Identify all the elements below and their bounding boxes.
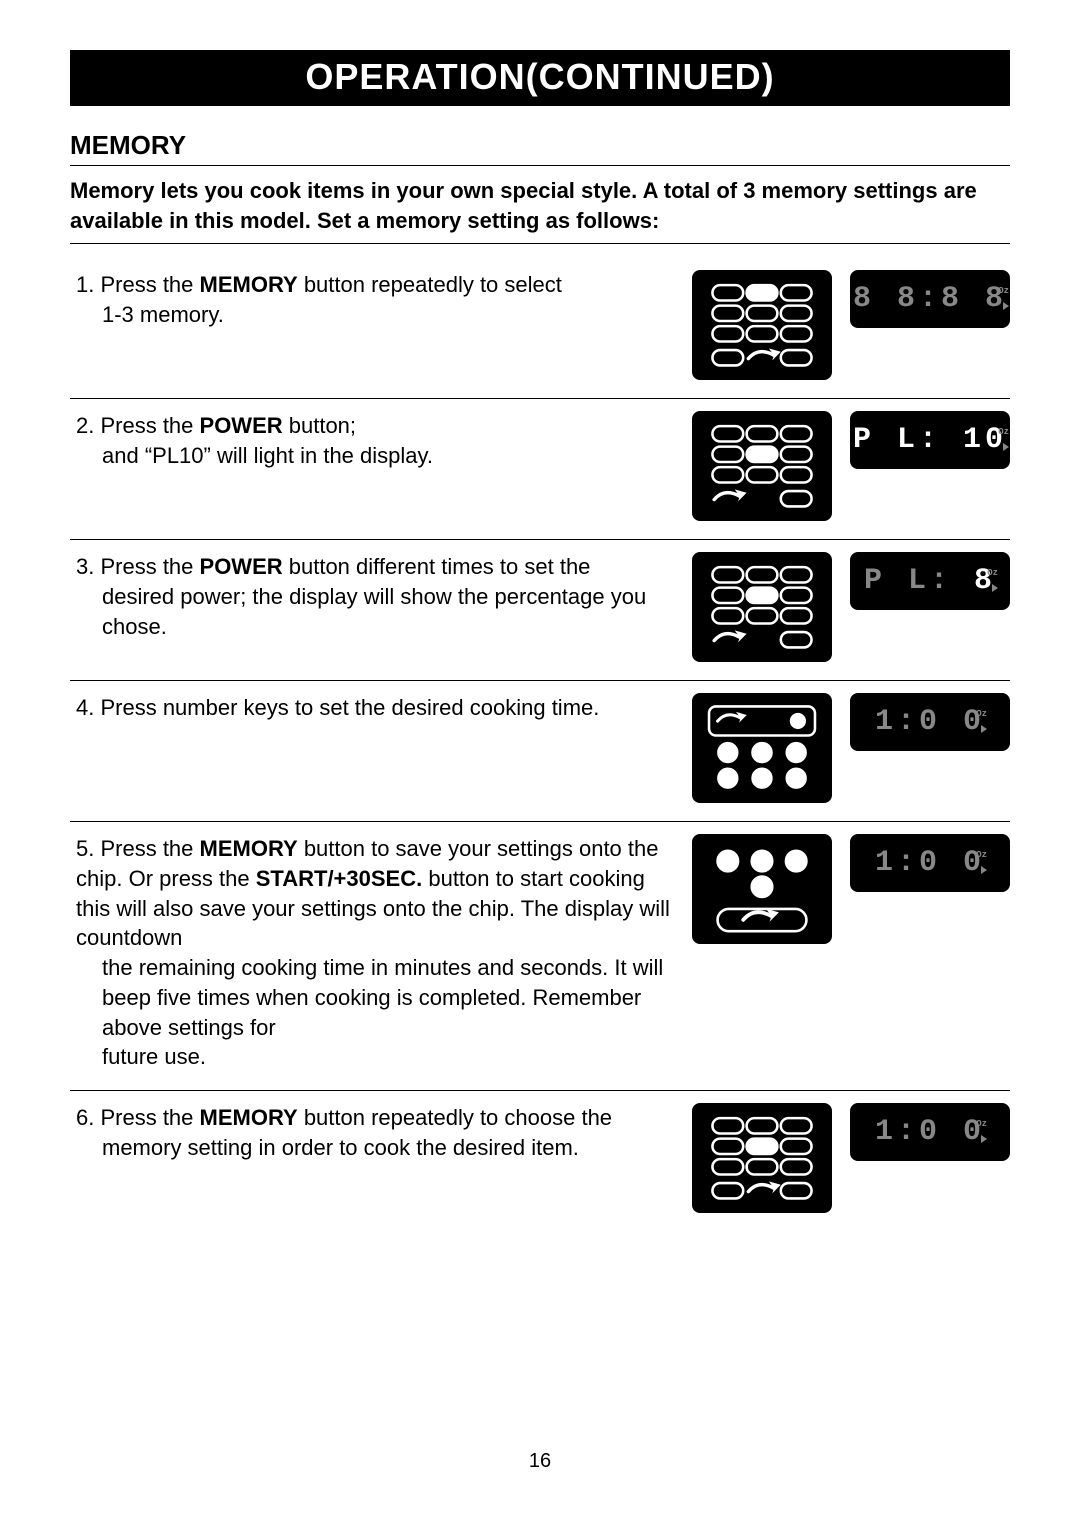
- step-text: 1. Press the MEMORY button repeatedly to…: [70, 270, 670, 380]
- step-graphics: P L: 10Oz: [690, 411, 1010, 521]
- steps-list: 1. Press the MEMORY button repeatedly to…: [70, 258, 1010, 1231]
- step-text: 3. Press the POWER button different time…: [70, 552, 670, 662]
- keypad-icon: [692, 411, 832, 521]
- page-number: 16: [70, 1450, 1010, 1473]
- oz-label: Oz: [987, 568, 998, 578]
- step-graphics: 1:0 0Oz: [690, 693, 1010, 803]
- led-display: 1:0 0Oz: [850, 693, 1010, 751]
- keypad-icon: [692, 1103, 832, 1213]
- step-graphics: 1:0 0Oz: [690, 834, 1010, 1072]
- play-indicator-icon: [1003, 302, 1009, 310]
- step-text: 4. Press number keys to set the desired …: [70, 693, 670, 803]
- oz-label: Oz: [998, 286, 1009, 296]
- play-indicator-icon: [981, 866, 987, 874]
- oz-label: Oz: [998, 427, 1009, 437]
- led-display: P L: 8Oz: [850, 552, 1010, 610]
- play-indicator-icon: [981, 1135, 987, 1143]
- led-display: 1:0 0Oz: [850, 834, 1010, 892]
- keypad-icon: [692, 834, 832, 944]
- led-display: 1:0 0Oz: [850, 1103, 1010, 1161]
- play-indicator-icon: [981, 725, 987, 733]
- play-indicator-icon: [992, 584, 998, 592]
- step-text: 6. Press the MEMORY button repeatedly to…: [70, 1103, 670, 1213]
- step-row: 4. Press number keys to set the desired …: [70, 681, 1010, 822]
- led-display: 8 8:8 8Oz: [850, 270, 1010, 328]
- led-display: P L: 10Oz: [850, 411, 1010, 469]
- step-text: 2. Press the POWER button;and “PL10” wil…: [70, 411, 670, 521]
- step-row: 1. Press the MEMORY button repeatedly to…: [70, 258, 1010, 399]
- keypad-icon: [692, 693, 832, 803]
- step-row: 5. Press the MEMORY button to save your …: [70, 822, 1010, 1091]
- step-row: 6. Press the MEMORY button repeatedly to…: [70, 1091, 1010, 1231]
- section-title: MEMORY: [70, 130, 1010, 166]
- oz-label: Oz: [976, 1119, 987, 1129]
- step-text: 5. Press the MEMORY button to save your …: [70, 834, 670, 1072]
- step-graphics: 1:0 0Oz: [690, 1103, 1010, 1213]
- step-row: 3. Press the POWER button different time…: [70, 540, 1010, 681]
- banner-title: OPERATION(CONTINUED): [70, 50, 1010, 106]
- step-row: 2. Press the POWER button;and “PL10” wil…: [70, 399, 1010, 540]
- oz-label: Oz: [976, 850, 987, 860]
- intro-text: Memory lets you cook items in your own s…: [70, 176, 1010, 244]
- keypad-icon: [692, 552, 832, 662]
- step-graphics: P L: 8Oz: [690, 552, 1010, 662]
- play-indicator-icon: [1003, 443, 1009, 451]
- keypad-icon: [692, 270, 832, 380]
- oz-label: Oz: [976, 709, 987, 719]
- step-graphics: 8 8:8 8Oz: [690, 270, 1010, 380]
